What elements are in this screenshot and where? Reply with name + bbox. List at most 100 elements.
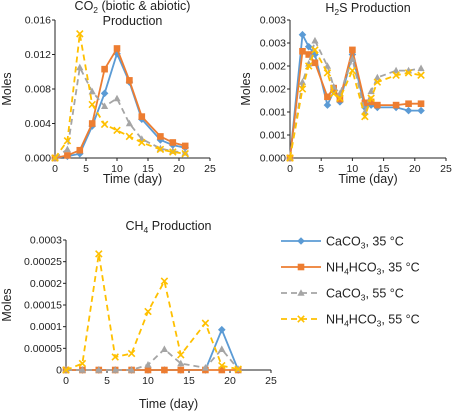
series-line — [54, 64, 186, 159]
data-point — [101, 102, 109, 110]
co2-production-chart: 0.000 0.004 0.008 0.012 0.016 0 5 10 15 20 25 Time … — [0, 0, 216, 186]
legend-marker — [297, 289, 305, 296]
data-point — [88, 100, 96, 109]
data-point — [51, 154, 59, 162]
data-point — [234, 365, 242, 373]
data-point — [138, 138, 146, 147]
y-tick-label: 0.012 — [25, 49, 51, 61]
y-tick-label: 0.002 — [260, 84, 286, 96]
data-point — [113, 94, 121, 102]
y-tick-label: 0.001 — [260, 130, 286, 142]
x-tick-label: 25 — [265, 375, 277, 387]
data-point — [138, 113, 146, 120]
series-line — [289, 47, 422, 159]
x-axis-label: Time (day) — [139, 397, 198, 411]
data-point — [111, 366, 119, 373]
data-point — [76, 146, 84, 154]
data-point — [348, 55, 356, 62]
data-point — [113, 45, 121, 52]
data-point — [127, 349, 136, 358]
y-tick-label: 0 — [56, 365, 62, 377]
x-tick-label: 5 — [83, 163, 89, 175]
data-point — [286, 154, 294, 162]
series-nh4hco3-55-c — [62, 250, 242, 374]
data-point — [76, 30, 84, 38]
data-point — [156, 136, 165, 144]
legend-item-caco3-35-c: CaCO3, 35 °C — [281, 235, 404, 251]
data-point — [323, 101, 332, 109]
data-point — [161, 366, 168, 374]
x-tick-label: 5 — [104, 375, 110, 387]
x-tick-label: 20 — [173, 163, 185, 175]
y-tick-label: 0.00025 — [24, 256, 62, 268]
data-point — [160, 277, 169, 285]
data-point — [392, 101, 400, 109]
x-tick-label: 20 — [409, 163, 421, 175]
data-point — [100, 120, 109, 129]
data-point — [329, 89, 338, 98]
data-point — [373, 73, 381, 81]
series-line — [289, 38, 422, 159]
data-point — [304, 42, 313, 51]
data-point — [157, 133, 164, 140]
x-axis-label: Time (day) — [338, 172, 397, 186]
x-tick-label: 5 — [318, 163, 324, 175]
data-point — [311, 36, 319, 44]
series-line — [66, 327, 240, 371]
data-point — [304, 62, 313, 70]
ch4-production-chart: 0 0.00005 0.0001 0.00015 0.0002 0.00025 0.0003… — [0, 219, 277, 411]
legend-item-caco3-55-c: CaCO3, 55 °C — [281, 287, 404, 303]
data-point — [144, 307, 152, 316]
data-point — [63, 145, 71, 153]
data-point — [126, 77, 133, 84]
data-point — [218, 366, 226, 374]
data-point — [125, 132, 134, 141]
chart-title-line2: Production — [103, 14, 163, 28]
data-point — [404, 69, 413, 77]
data-point — [181, 142, 189, 150]
data-point — [144, 361, 152, 368]
x-axis-label: Time (day) — [103, 172, 162, 186]
data-point — [88, 87, 96, 95]
x-tick-label: 0 — [52, 163, 58, 175]
data-point — [201, 319, 210, 327]
data-point — [76, 63, 84, 71]
data-point — [169, 147, 177, 154]
data-point — [125, 119, 133, 127]
data-point — [417, 64, 425, 72]
data-point — [144, 366, 152, 374]
h2s-production-chart: 0.000 0.001 0.001 0.002 0.002 0.003 0.003 0 5 10 1… — [239, 1, 452, 186]
series-nh4hco3-35-c — [286, 46, 425, 162]
data-point — [298, 85, 307, 93]
data-point — [218, 325, 226, 334]
legend: CaCO3, 35 °C NH4HCO3, 35 °C CaCO3, 55 °C NH… — [281, 235, 420, 329]
data-point — [311, 50, 319, 59]
legend-label: CaCO3, 55 °C — [326, 287, 404, 303]
y-tick-label: 0.000 — [260, 153, 286, 165]
data-point — [417, 71, 425, 79]
y-tick-label: 0.00015 — [24, 300, 62, 312]
y-axis-label: Moles — [0, 288, 14, 321]
legend-item-nh4hco3-35-c: NH4HCO3, 35 °C — [281, 261, 420, 277]
x-tick-label: 15 — [378, 163, 390, 175]
y-tick-label: 0.003 — [260, 38, 286, 50]
data-point — [299, 47, 306, 55]
legend-label: CaCO3, 35 °C — [326, 235, 404, 251]
data-point — [373, 78, 382, 86]
chart-title: H2S Production — [325, 1, 410, 17]
data-point — [336, 94, 344, 102]
chart-title: CO2 (biotic & abiotic) — [75, 0, 191, 15]
data-point — [361, 112, 369, 121]
data-point — [100, 89, 109, 98]
data-point — [64, 152, 71, 159]
data-point — [156, 145, 165, 154]
data-point — [361, 99, 369, 107]
legend-marker — [297, 237, 305, 245]
data-point — [404, 106, 413, 115]
y-tick-label: 0.002 — [260, 61, 286, 73]
data-point — [218, 345, 226, 352]
data-point — [417, 106, 425, 115]
x-tick-label: 25 — [440, 163, 452, 175]
data-point — [95, 250, 103, 258]
legend-label: NH4HCO3, 55 °C — [326, 313, 420, 329]
